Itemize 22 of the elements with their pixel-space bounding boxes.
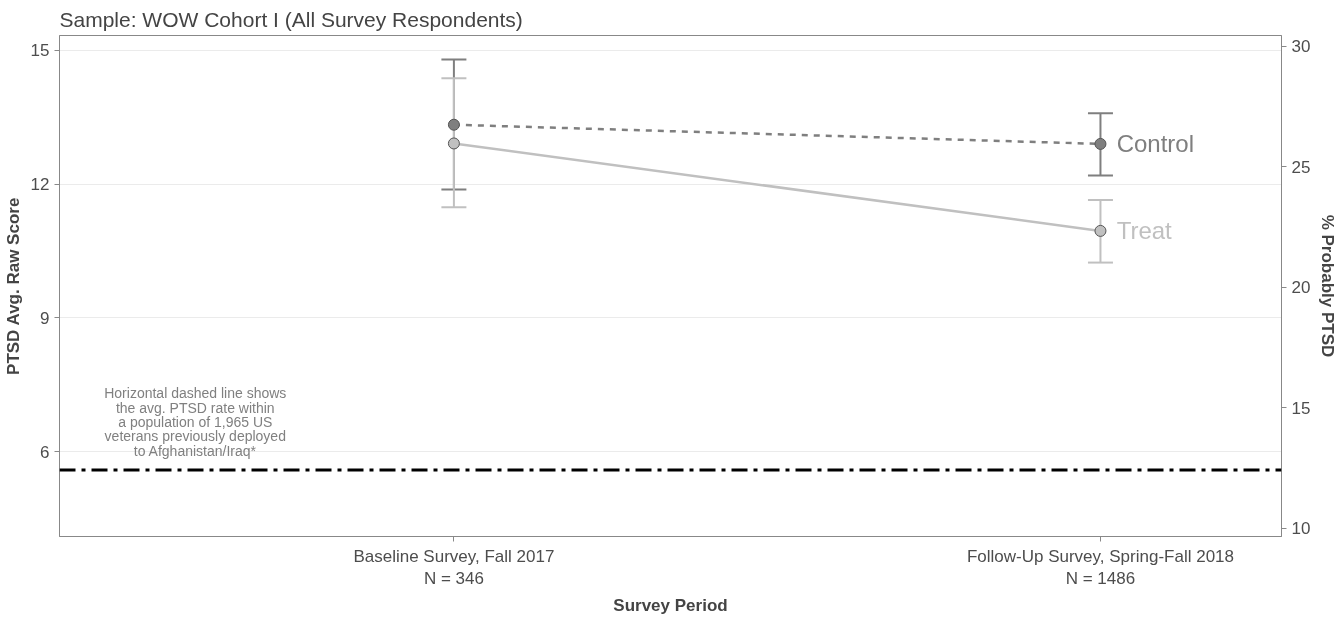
y2-tick-label: 15	[1291, 398, 1311, 418]
y2-tick-label: 10	[1291, 519, 1311, 539]
y2-tick-label: 20	[1291, 278, 1311, 298]
point	[447, 137, 460, 150]
point	[447, 118, 460, 131]
x-axis-title: Survey Period	[613, 596, 728, 616]
y-tick-label: 6	[40, 442, 50, 462]
y-tick-label: 9	[40, 308, 50, 328]
y-tick-label: 15	[30, 41, 50, 61]
ref-line-label: Horizontal dashed line shows the avg. PTSD rate within a population of 1,965 US veterans previously deployed to Afghanistan/Iraq*	[104, 385, 287, 459]
point	[1094, 137, 1107, 150]
y2-axis-title: % Probably PTSD	[1318, 214, 1338, 358]
y-tick-label: 12	[30, 175, 50, 195]
y2-tick-label: 25	[1291, 157, 1311, 177]
chart-title: Sample: WOW Cohort I (All Survey Respondents)	[59, 7, 523, 31]
y2-tick-label: 30	[1291, 37, 1311, 57]
point	[1094, 224, 1107, 237]
y-axis-title: PTSD Avg. Raw Score	[3, 197, 23, 375]
x-tick-label: Follow-Up Survey, Spring-Fall 2018 N = 1486	[966, 546, 1235, 589]
series-label: Treat	[1116, 217, 1173, 245]
series-label: Control	[1116, 130, 1194, 158]
x-tick-label: Baseline Survey, Fall 2017 N = 346	[353, 546, 555, 589]
